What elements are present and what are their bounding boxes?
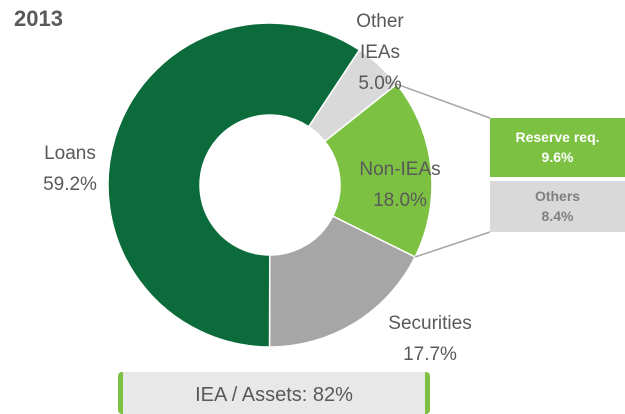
donut-segment — [268, 215, 417, 348]
breakdown-value: 9.6% — [541, 149, 574, 166]
connector — [414, 231, 491, 258]
breakdown-value: 8.4% — [541, 208, 574, 225]
breakdown-label: Others — [534, 188, 581, 205]
value-label: 5.0% — [358, 73, 402, 94]
breakdown-box: Reserve req. 9.6% — [490, 118, 625, 177]
donut-segment — [107, 22, 361, 348]
category-label: Loans — [44, 143, 96, 164]
value-label: 59.2% — [43, 174, 97, 195]
value-label: 18.0% — [373, 190, 427, 211]
connector — [396, 83, 491, 119]
donut-segment — [323, 83, 433, 258]
segment-label: Non-IEAs 18.0% — [350, 154, 450, 216]
breakdown-box: Others 8.4% — [490, 180, 625, 232]
segment-label: Securities 17.7% — [370, 308, 490, 370]
chart-title: 2013 — [14, 6, 63, 31]
segment-label: Loans 59.2% — [20, 138, 120, 200]
breakdown-label: Reserve req. — [515, 129, 600, 146]
category-label: Other IEAs — [356, 11, 404, 63]
segment-label: Other IEAs 5.0% — [340, 6, 420, 99]
category-label: Securities — [388, 313, 472, 334]
value-label: 17.7% — [403, 344, 457, 365]
category-label: Non-IEAs — [359, 159, 441, 180]
footnote: IEA / Assets: 82% — [118, 372, 430, 414]
